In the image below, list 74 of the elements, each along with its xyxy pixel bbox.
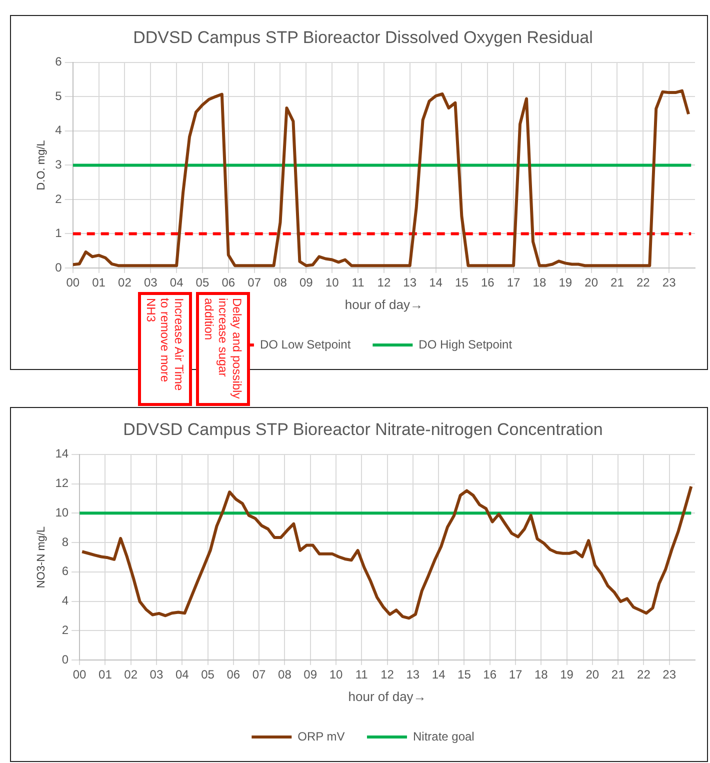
x-tick-label: 23 <box>662 276 676 290</box>
y-tick-label: 0 <box>55 260 62 274</box>
x-tick-label: 16 <box>480 276 495 290</box>
x-tick-label: 08 <box>278 668 292 682</box>
y-tick-label: 8 <box>62 534 69 549</box>
x-tick-label: 23 <box>662 668 676 682</box>
x-tick-label: 18 <box>532 276 546 290</box>
x-axis-title: hour of day→ <box>348 688 426 704</box>
x-axis-title: hour of day→ <box>344 296 423 312</box>
x-tick-label: 22 <box>636 276 650 290</box>
x-tick-label: 12 <box>380 668 394 682</box>
x-tick-label: 21 <box>610 276 624 290</box>
x-tick-label: 22 <box>637 668 651 682</box>
y-tick-label: 5 <box>55 88 62 103</box>
y-tick-label: 4 <box>55 123 62 138</box>
x-tick-label: 17 <box>508 668 522 682</box>
y-tick-label: 4 <box>62 594 69 608</box>
x-tick-label: 19 <box>560 668 574 682</box>
x-tick-label: 05 <box>196 276 210 290</box>
x-tick-label: 13 <box>406 668 420 682</box>
y-tick-label: 12 <box>55 476 69 490</box>
x-tick-label: 13 <box>403 276 417 290</box>
x-tick-label: 20 <box>584 276 598 290</box>
x-tick-label: 16 <box>483 668 497 682</box>
x-tick-label: 20 <box>586 668 600 682</box>
x-tick-label: 14 <box>429 276 443 290</box>
x-tick-label: 00 <box>72 668 87 682</box>
x-tick-label: 01 <box>92 276 106 290</box>
x-tick-label: 10 <box>325 276 340 290</box>
x-tick-label: 21 <box>611 668 626 682</box>
x-tick-label: 17 <box>506 276 521 290</box>
x-tick-label: 09 <box>304 668 318 682</box>
x-tick-label: 15 <box>455 276 469 290</box>
text: Increase Air Time to remove more NH3 <box>138 292 192 406</box>
y-tick-label: 3 <box>55 158 62 172</box>
x-tick-label: 07 <box>252 668 266 682</box>
y-axis-title: NO3-N mg/L <box>36 526 48 588</box>
x-tick-label: 18 <box>534 668 548 682</box>
x-tick-label: 08 <box>274 276 288 290</box>
x-tick-label: 04 <box>170 276 184 290</box>
x-tick-label: 02 <box>124 668 138 682</box>
x-tick-label: 00 <box>66 276 80 290</box>
x-tick-label: 06 <box>222 276 236 290</box>
y-tick-label: 2 <box>55 192 62 206</box>
x-tick-label: 11 <box>355 668 368 682</box>
x-tick-label: 03 <box>150 668 164 682</box>
x-tick-label: 02 <box>118 276 132 290</box>
legend-label: DO High Setpoint <box>418 337 513 352</box>
y-tick-label: 6 <box>55 54 62 69</box>
y-axis-title: D.O. mg/L <box>36 140 48 190</box>
y-tick-label: 2 <box>62 622 69 637</box>
x-tick-label: 04 <box>175 668 190 682</box>
x-tick-label: 05 <box>201 668 215 682</box>
x-tick-label: 12 <box>377 276 391 290</box>
chart-title: DDVSD Campus STP Bioreactor Dissolved Oxygen Residual <box>133 28 593 47</box>
legend-label: ORP mV <box>298 729 345 744</box>
x-tick-label: 06 <box>226 668 240 682</box>
legend-label: Nitrate goal <box>412 729 474 744</box>
chart-title: DDVSD Campus STP Bioreactor Nitrate-nitrogen Concentration <box>123 420 603 439</box>
x-tick-label: 14 <box>432 668 446 682</box>
y-tick-label: 0 <box>62 652 69 666</box>
x-tick-label: 10 <box>329 668 343 682</box>
y-tick-label: 1 <box>55 226 62 240</box>
x-tick-label: 19 <box>558 276 572 290</box>
x-tick-label: 11 <box>352 276 365 290</box>
y-tick-label: 10 <box>55 505 69 520</box>
y-tick-label: 6 <box>62 564 69 578</box>
x-tick-label: 09 <box>299 276 314 290</box>
x-tick-label: 15 <box>458 668 472 682</box>
x-tick-label: 01 <box>98 668 112 682</box>
x-tick-label: 03 <box>144 276 158 290</box>
y-tick-label: 14 <box>55 446 69 461</box>
legend-label: DO Low Setpoint <box>260 337 352 352</box>
x-tick-label: 07 <box>248 276 262 290</box>
